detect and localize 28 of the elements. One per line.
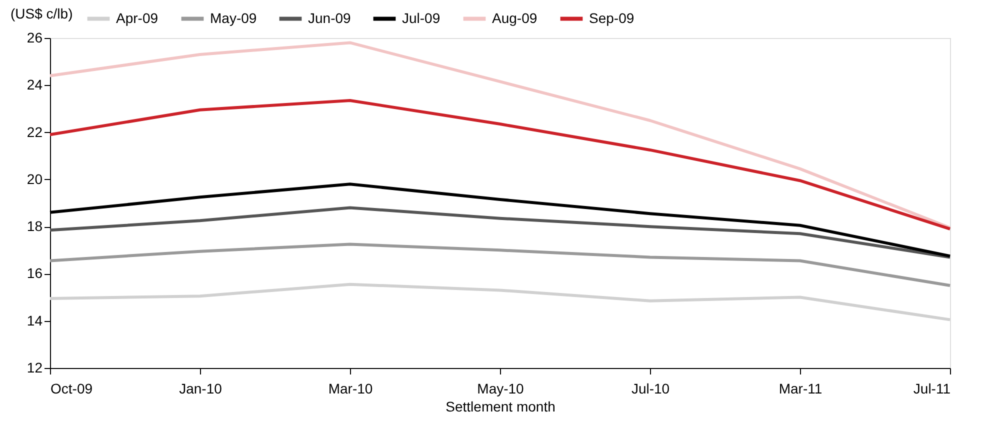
y-tick-label: 22 — [26, 124, 43, 140]
y-tick-label: 12 — [26, 360, 43, 376]
legend-label: May-09 — [210, 10, 257, 26]
x-tick-label: Oct-09 — [50, 380, 93, 396]
legend-label: Apr-09 — [116, 10, 158, 26]
legend-label: Jun-09 — [308, 10, 352, 26]
x-tick-label: May-10 — [477, 380, 524, 396]
y-tick-label: 16 — [26, 265, 43, 282]
y-tick-label: 18 — [26, 218, 43, 234]
line-series — [48, 242, 952, 287]
line-series — [48, 206, 952, 259]
y-tick-label: 14 — [26, 312, 43, 328]
y-axis-title: (US$ c/lb) — [10, 6, 73, 22]
y-tick-label: 26 — [26, 30, 43, 46]
line-series — [48, 282, 952, 322]
y-tick-label: 20 — [26, 170, 43, 187]
x-tick-label: Jan-10 — [179, 380, 222, 396]
legend-label: Aug-09 — [492, 10, 538, 26]
line-series — [48, 41, 952, 230]
x-tick-label: Mar-10 — [328, 380, 373, 396]
x-tick-label: Jul-10 — [631, 380, 670, 396]
x-tick-label: Mar-11 — [778, 380, 822, 396]
legend-label: Sep-09 — [589, 10, 634, 26]
x-axis-title: Settlement month — [446, 398, 556, 414]
x-tick-label: Jul-11 — [913, 380, 951, 396]
line-series — [48, 98, 952, 230]
y-tick-label: 24 — [26, 76, 43, 93]
legend-label: Jul-09 — [402, 10, 440, 26]
